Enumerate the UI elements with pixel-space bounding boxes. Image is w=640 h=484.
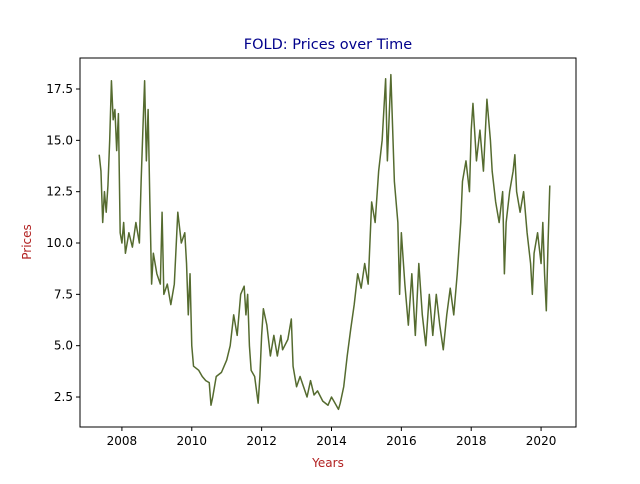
- y-tick-label: 2.5: [54, 390, 73, 404]
- y-tick-label: 5.0: [54, 339, 73, 353]
- y-tick-label: 10.0: [46, 236, 73, 250]
- x-tick-label: 2008: [107, 434, 138, 448]
- x-tick-label: 2016: [386, 434, 417, 448]
- x-tick-label: 2018: [456, 434, 487, 448]
- y-tick-label: 15.0: [46, 133, 73, 147]
- x-axis-label: Years: [311, 456, 344, 470]
- y-tick-label: 17.5: [46, 82, 73, 96]
- y-axis-label: Prices: [20, 224, 34, 260]
- y-tick-label: 7.5: [54, 287, 73, 301]
- x-tick-label: 2010: [177, 434, 208, 448]
- plot-frame: [79, 57, 577, 428]
- x-tick-label: 2012: [246, 434, 277, 448]
- y-tick-label: 12.5: [46, 185, 73, 199]
- x-tick-label: 2020: [526, 434, 557, 448]
- x-tick-label: 2014: [316, 434, 347, 448]
- chart-title: FOLD: Prices over Time: [244, 37, 413, 53]
- price-line: [98, 73, 551, 411]
